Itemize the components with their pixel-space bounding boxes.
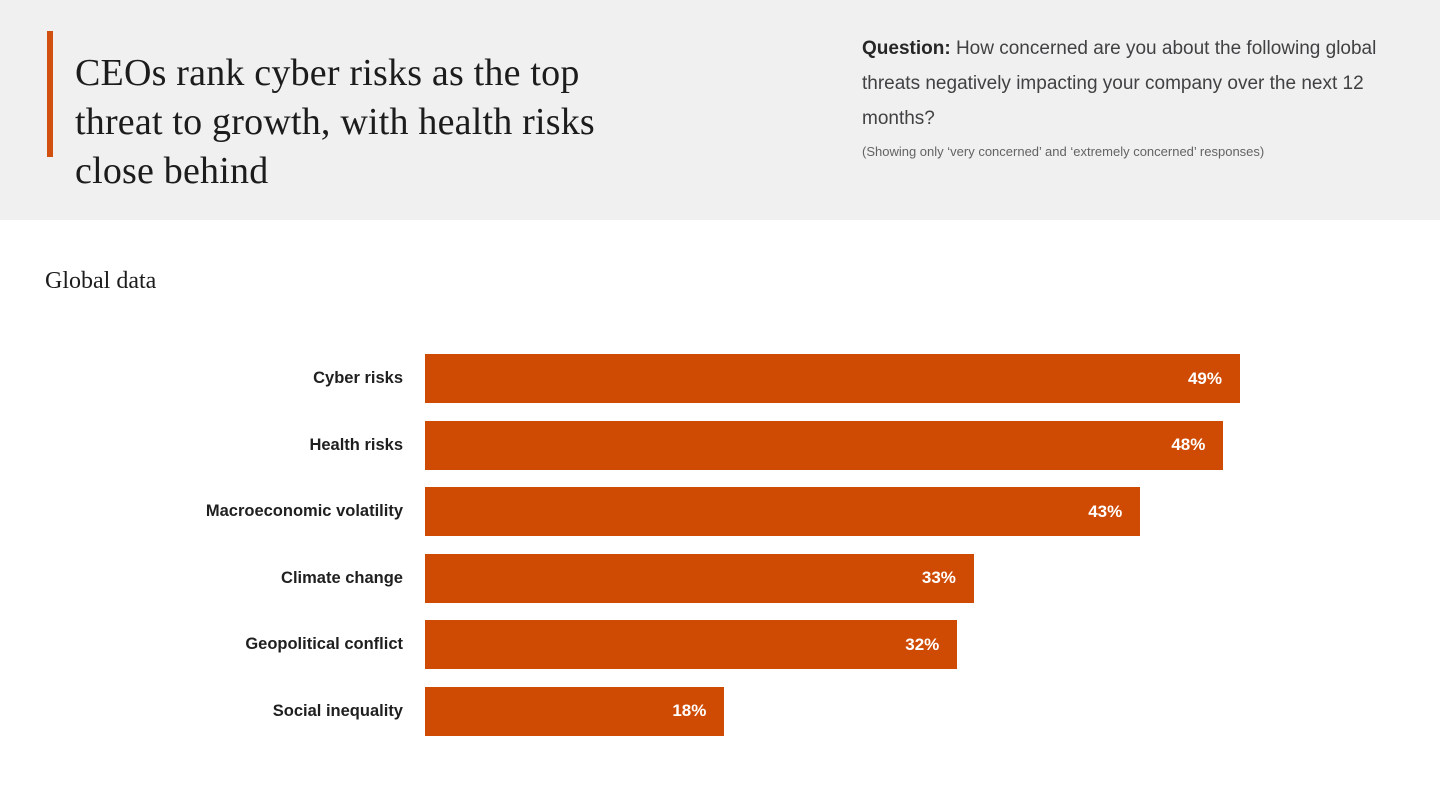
bar-category-label: Social inequality (272, 701, 403, 720)
bar-category-label: Geopolitical conflict (245, 635, 403, 653)
bar-track: 33% (425, 553, 1240, 603)
bar-chart: Cyber risks 49% Health risks 48% Macroec… (0, 354, 1440, 753)
header-band: CEOs rank cyber risks as the top threat … (0, 0, 1440, 220)
bar-value-label: 33% (921, 568, 956, 587)
chart-row: Geopolitical conflict 32% (0, 620, 1440, 669)
page-title-line-1: CEOs rank cyber risks as the top (75, 52, 580, 95)
bar-track: 49% (425, 354, 1240, 403)
chart-row: Climate change 33% (0, 553, 1440, 603)
bar: 32% (425, 620, 958, 669)
bar: 49% (425, 354, 1240, 403)
bar-track: 48% (425, 420, 1240, 470)
bar-value-label: 49% (1187, 368, 1222, 388)
bar-value-label: 32% (905, 634, 940, 654)
chart-row: Health risks 48% (0, 420, 1440, 470)
bar-track: 32% (425, 620, 1240, 669)
bar-track: 43% (425, 487, 1240, 536)
chart-row: Cyber risks 49% (0, 354, 1440, 403)
bar: 18% (425, 686, 725, 736)
bar-category-label: Health risks (309, 435, 403, 454)
page-title-line-3: close behind (75, 150, 269, 193)
title-accent-bar (47, 31, 53, 157)
bar-value-label: 43% (1088, 501, 1123, 521)
question-label: Question: (862, 38, 951, 59)
bar-track: 18% (425, 686, 1240, 736)
chart-row: Macroeconomic volatility 43% (0, 487, 1440, 536)
page-title-line-2: threat to growth, with health risks (75, 101, 595, 144)
bar-category-label: Cyber risks (313, 369, 403, 387)
bar: 48% (425, 420, 1224, 470)
question-block: Question: How concerned are you about th… (862, 31, 1418, 161)
page-title: CEOs rank cyber risks as the top threat … (75, 49, 755, 196)
bar: 33% (425, 553, 974, 603)
bar-value-label: 48% (1171, 435, 1206, 454)
question-body: How concerned are you about the followin… (862, 38, 1377, 129)
bar-category-label: Macroeconomic volatility (205, 502, 403, 520)
chart-row: Social inequality 18% (0, 686, 1440, 736)
chart-subtitle: Global data (45, 268, 157, 294)
bar: 43% (425, 487, 1141, 536)
bar-value-label: 18% (672, 701, 707, 720)
question-text: Question: How concerned are you about th… (862, 31, 1418, 136)
question-note: (Showing only ‘very concerned’ and ‘extr… (862, 144, 1265, 159)
bar-category-label: Climate change (281, 568, 403, 587)
